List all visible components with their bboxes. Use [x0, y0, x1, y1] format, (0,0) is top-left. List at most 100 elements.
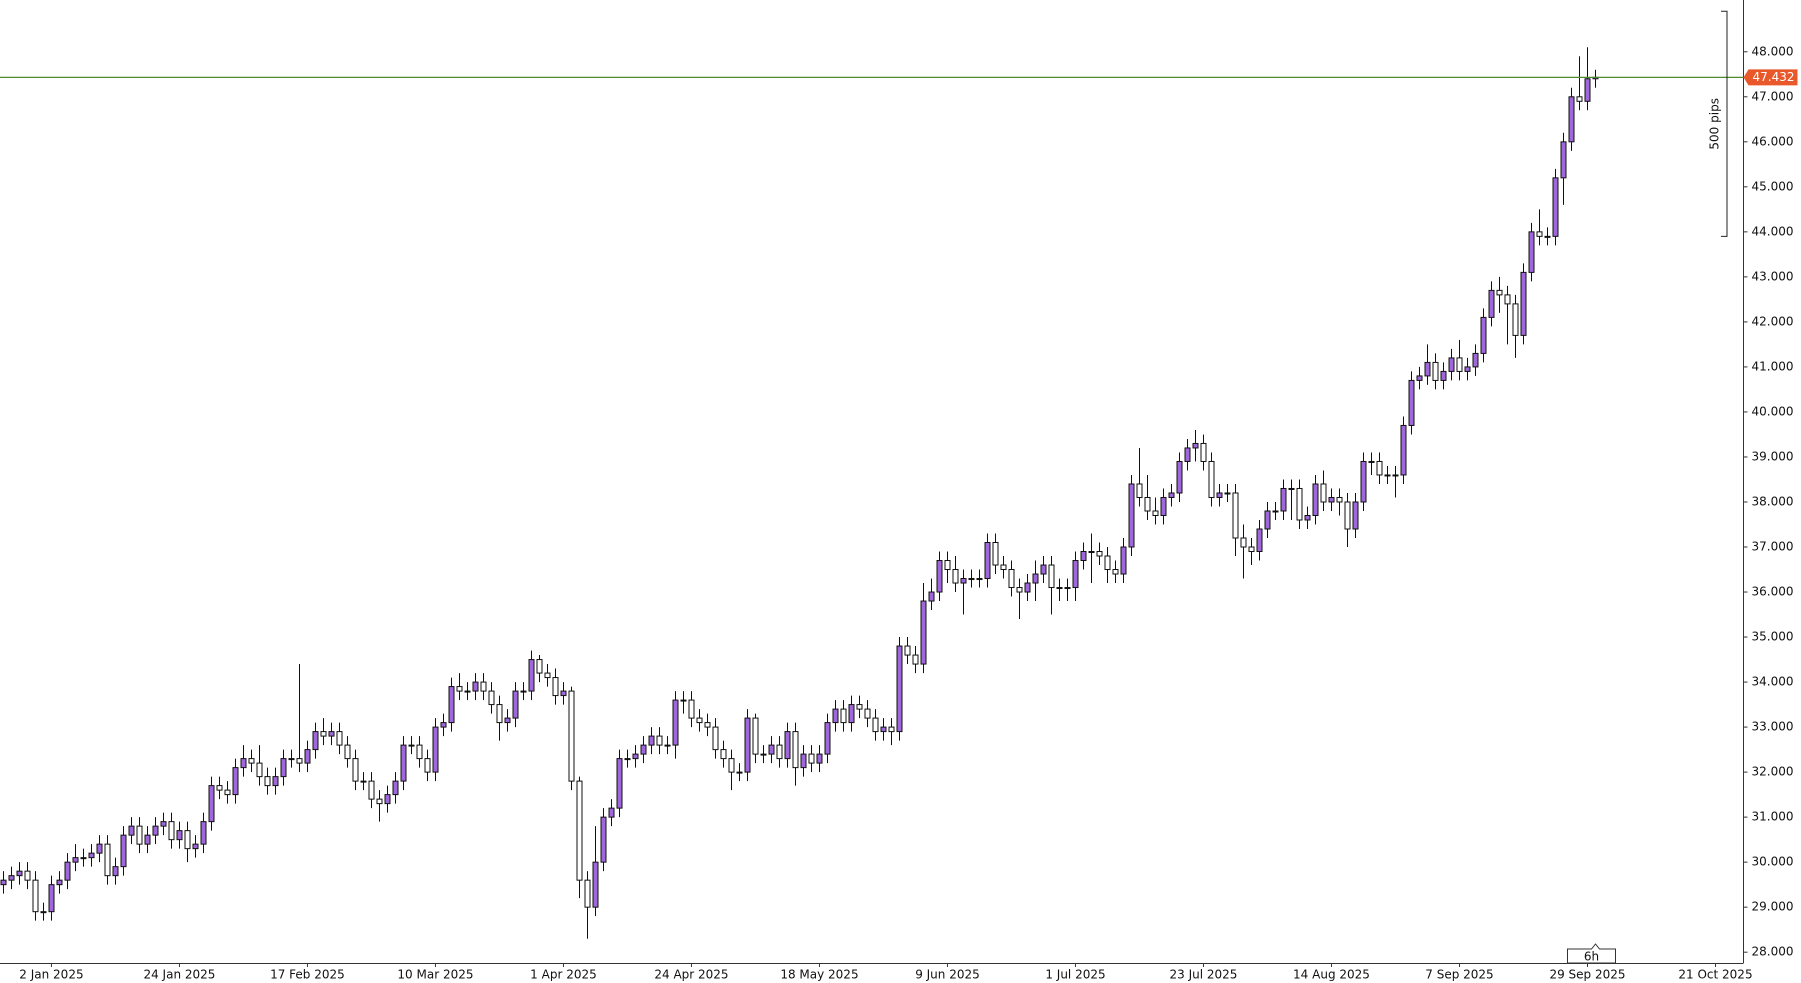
x-tick-label: 14 Aug 2025: [1293, 968, 1370, 982]
y-tick-label: 30.000: [1752, 855, 1794, 869]
candle-body: [56, 879, 63, 886]
candle-body: [1136, 483, 1143, 498]
candle-body: [152, 825, 159, 836]
candle-body: [856, 704, 863, 710]
candle-body: [592, 861, 599, 908]
candle-body: [568, 690, 575, 782]
candle-body: [480, 681, 487, 692]
candle-body: [824, 722, 831, 755]
candle-body: [320, 731, 327, 737]
candle-body: [1520, 271, 1527, 336]
current-price-label: 47.432: [1753, 70, 1795, 84]
candle-body: [608, 807, 615, 818]
candle-body: [1112, 569, 1119, 575]
candle-body: [1296, 487, 1303, 521]
candle-body: [648, 735, 655, 746]
candle-body: [872, 717, 879, 733]
candle-body: [912, 654, 919, 665]
candle-body: [552, 677, 559, 697]
candle-body: [1376, 460, 1383, 476]
candle-body: [360, 780, 367, 783]
candle-body: [680, 699, 687, 702]
candle-body: [1504, 294, 1511, 305]
candle-body: [1104, 555, 1111, 571]
y-tick-label: 45.000: [1752, 179, 1794, 193]
candle-body: [704, 722, 711, 728]
y-tick-label: 36.000: [1752, 585, 1794, 599]
candle-body: [1448, 357, 1455, 372]
candle-body: [760, 753, 767, 756]
y-tick-label: 35.000: [1752, 630, 1794, 644]
candle-body: [256, 762, 263, 778]
candle-body: [896, 645, 903, 733]
candle-body: [1080, 551, 1087, 562]
candle-body: [1576, 96, 1583, 102]
candle-body: [712, 726, 719, 751]
candle-body: [328, 731, 335, 737]
candle-body: [1168, 492, 1175, 498]
candle-body: [624, 758, 631, 761]
candle-body: [1032, 573, 1039, 584]
candle-body: [464, 690, 471, 693]
candle-body: [1456, 357, 1463, 372]
candle-body: [392, 780, 399, 796]
y-tick-label: 46.000: [1752, 134, 1794, 148]
candle-body: [96, 843, 103, 854]
candle-body: [1280, 487, 1287, 512]
candle-body: [1336, 496, 1343, 503]
candle-body: [456, 686, 463, 692]
candle-body: [1208, 460, 1215, 498]
candle-body: [544, 672, 551, 679]
y-tick-label: 31.000: [1752, 810, 1794, 824]
candle-body: [1496, 289, 1503, 296]
candle-body: [1128, 483, 1135, 548]
candle-body: [1392, 474, 1399, 477]
candle-body: [720, 749, 727, 760]
y-tick-label: 39.000: [1752, 449, 1794, 463]
candle-body: [88, 852, 95, 859]
candle-body: [1056, 587, 1063, 590]
x-tick-label: 24 Jan 2025: [143, 968, 215, 982]
candle-body: [1408, 379, 1415, 426]
candle-body: [1464, 366, 1471, 372]
current-price-tag: [1743, 69, 1798, 86]
candle-body: [1360, 460, 1367, 503]
candle-body: [1568, 96, 1575, 143]
candle-body: [1072, 560, 1079, 589]
candle-body: [832, 708, 839, 724]
candle-body: [1416, 375, 1423, 381]
candle-body: [536, 659, 543, 674]
candle-body: [1544, 235, 1551, 238]
candle-body: [64, 861, 71, 881]
candle-body: [432, 726, 439, 773]
candle-body: [656, 735, 663, 746]
x-tick-label: 9 Jun 2025: [915, 968, 980, 982]
candle-body: [384, 794, 391, 805]
candle-body: [776, 744, 783, 760]
candle-body: [104, 843, 111, 877]
x-tick-label: 17 Feb 2025: [270, 968, 345, 982]
candle-body: [640, 744, 647, 755]
candle-body: [728, 758, 735, 773]
candle-body: [376, 798, 383, 805]
candle-body: [272, 776, 279, 787]
candle-body: [840, 708, 847, 724]
candle-body: [560, 690, 567, 697]
candle-body: [496, 704, 503, 724]
candle-body: [1328, 496, 1335, 503]
candle-body: [512, 690, 519, 719]
candle-body: [1384, 474, 1391, 477]
candle-body: [336, 731, 343, 746]
candle-body: [880, 726, 887, 733]
candle-body: [424, 758, 431, 773]
candle-body: [312, 731, 319, 751]
candle-body: [1472, 352, 1479, 368]
candle-body: [1088, 551, 1095, 554]
candle-body: [408, 744, 415, 747]
candle-body: [208, 785, 215, 823]
candle-body: [1552, 177, 1559, 237]
candle-body: [296, 758, 303, 764]
x-tick-label: 10 Mar 2025: [397, 968, 473, 982]
candle-body: [1160, 496, 1167, 516]
candle-body: [864, 708, 871, 719]
